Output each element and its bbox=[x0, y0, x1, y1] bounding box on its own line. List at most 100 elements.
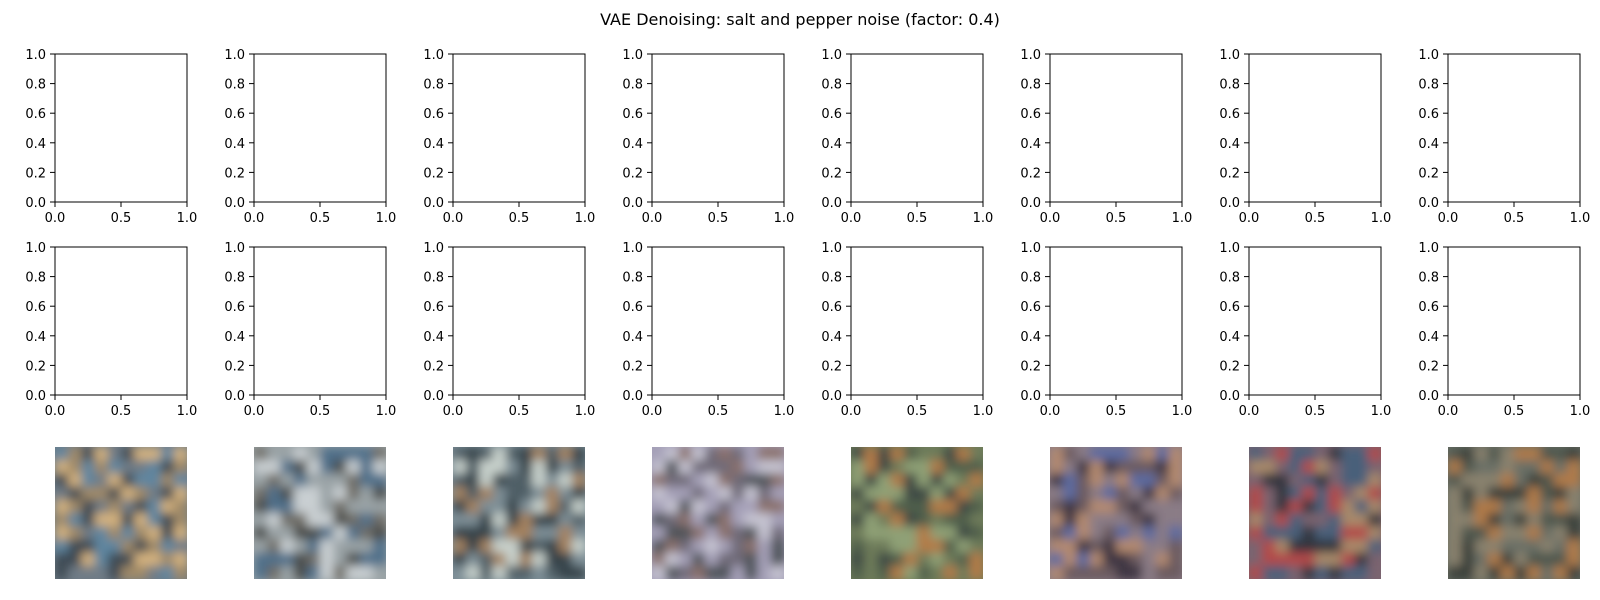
reconstructed-images-row bbox=[55, 447, 1580, 579]
y-tick-label: 0.0 bbox=[423, 389, 444, 404]
y-tick-label: 0.2 bbox=[1219, 359, 1240, 374]
x-tick-label: 0.0 bbox=[244, 404, 265, 419]
y-tick-label: 0.2 bbox=[25, 166, 46, 181]
y-tick-label: 0.8 bbox=[1020, 78, 1041, 93]
x-tick-label: 0.5 bbox=[310, 211, 331, 226]
y-tick-label: 0.4 bbox=[423, 137, 444, 152]
y-tick-label: 0.4 bbox=[821, 137, 842, 152]
y-tick-label: 0.6 bbox=[821, 300, 842, 315]
y-tick-label: 0.0 bbox=[423, 196, 444, 211]
y-tick-label: 0.4 bbox=[622, 137, 643, 152]
y-tick-label: 0.0 bbox=[622, 196, 643, 211]
x-tick-label: 0.0 bbox=[642, 404, 663, 419]
x-tick-label: 1.0 bbox=[177, 211, 198, 226]
y-tick-label: 0.2 bbox=[821, 166, 842, 181]
x-tick-label: 0.0 bbox=[45, 404, 66, 419]
axes-frame bbox=[452, 53, 586, 203]
y-tick-label: 0.8 bbox=[821, 271, 842, 286]
x-tick-label: 1.0 bbox=[1371, 404, 1392, 419]
x-tick-label: 0.0 bbox=[244, 211, 265, 226]
axes-frame bbox=[452, 246, 586, 396]
y-tick-label: 0.4 bbox=[622, 330, 643, 345]
x-tick-label: 0.5 bbox=[111, 404, 132, 419]
subplot-axes: 0.0 0.5 1.0 0.0 0.2 0.4 0.6 0.8 1.0 bbox=[1219, 48, 1391, 226]
y-tick-label: 1.0 bbox=[1418, 48, 1439, 63]
y-tick-label: 0.4 bbox=[1418, 137, 1439, 152]
y-tick-label: 0.4 bbox=[224, 137, 245, 152]
y-tick-label: 0.2 bbox=[1020, 166, 1041, 181]
y-tick-label: 0.6 bbox=[622, 300, 643, 315]
y-tick-label: 0.0 bbox=[25, 389, 46, 404]
subplot-axes: 0.0 0.5 1.0 0.0 0.2 0.4 0.6 0.8 1.0 bbox=[1418, 48, 1590, 226]
axes-frame bbox=[1248, 53, 1382, 203]
y-tick-label: 0.2 bbox=[1020, 359, 1041, 374]
y-tick-label: 0.2 bbox=[224, 166, 245, 181]
y-tick-label: 0.2 bbox=[622, 166, 643, 181]
y-tick-label: 0.6 bbox=[1020, 107, 1041, 122]
x-tick-label: 0.0 bbox=[841, 211, 862, 226]
y-tick-label: 0.8 bbox=[25, 271, 46, 286]
y-tick-label: 0.4 bbox=[423, 330, 444, 345]
y-tick-label: 1.0 bbox=[423, 241, 444, 256]
subplot-axes: 0.0 0.5 1.0 0.0 0.2 0.4 0.6 0.8 1.0 bbox=[224, 48, 396, 226]
y-tick-label: 0.0 bbox=[821, 196, 842, 211]
x-tick-label: 0.5 bbox=[1305, 211, 1326, 226]
y-tick-label: 0.2 bbox=[821, 359, 842, 374]
y-tick-label: 1.0 bbox=[1020, 241, 1041, 256]
y-tick-label: 0.0 bbox=[25, 196, 46, 211]
y-tick-label: 0.0 bbox=[1020, 196, 1041, 211]
reconstructed-image bbox=[254, 447, 386, 579]
x-tick-label: 0.5 bbox=[509, 404, 530, 419]
figure-title: VAE Denoising: salt and pepper noise (fa… bbox=[600, 10, 1000, 29]
x-tick-label: 1.0 bbox=[177, 404, 198, 419]
y-tick-label: 1.0 bbox=[1219, 241, 1240, 256]
y-tick-label: 0.0 bbox=[1219, 196, 1240, 211]
y-tick-label: 0.8 bbox=[622, 78, 643, 93]
reconstructed-image bbox=[55, 447, 187, 579]
y-tick-label: 0.6 bbox=[622, 107, 643, 122]
y-tick-label: 0.6 bbox=[1418, 300, 1439, 315]
x-tick-label: 0.5 bbox=[1504, 404, 1525, 419]
y-tick-label: 0.2 bbox=[1418, 359, 1439, 374]
y-tick-label: 0.0 bbox=[1219, 389, 1240, 404]
y-tick-label: 1.0 bbox=[1020, 48, 1041, 63]
x-tick-label: 0.0 bbox=[1040, 404, 1061, 419]
axes-frame bbox=[253, 53, 387, 203]
subplot-axes: 0.0 0.5 1.0 0.0 0.2 0.4 0.6 0.8 1.0 bbox=[423, 241, 595, 419]
reconstructed-image bbox=[1249, 447, 1381, 579]
y-tick-label: 0.4 bbox=[1418, 330, 1439, 345]
y-tick-label: 0.6 bbox=[25, 300, 46, 315]
y-tick-label: 0.0 bbox=[1418, 389, 1439, 404]
y-tick-label: 0.0 bbox=[622, 389, 643, 404]
y-tick-label: 0.2 bbox=[1418, 166, 1439, 181]
x-tick-label: 1.0 bbox=[575, 211, 596, 226]
axes-frame bbox=[1049, 53, 1183, 203]
x-tick-label: 0.0 bbox=[443, 211, 464, 226]
x-tick-label: 1.0 bbox=[376, 404, 397, 419]
y-tick-label: 0.0 bbox=[1020, 389, 1041, 404]
y-tick-label: 0.6 bbox=[821, 107, 842, 122]
x-tick-label: 0.0 bbox=[45, 211, 66, 226]
axes-frame bbox=[850, 53, 984, 203]
y-tick-label: 0.6 bbox=[1219, 300, 1240, 315]
x-tick-label: 0.5 bbox=[708, 404, 729, 419]
subplot-axes: 0.0 0.5 1.0 0.0 0.2 0.4 0.6 0.8 1.0 bbox=[821, 241, 993, 419]
y-tick-label: 0.2 bbox=[423, 359, 444, 374]
y-tick-label: 0.0 bbox=[224, 389, 245, 404]
subplot-axes: 0.0 0.5 1.0 0.0 0.2 0.4 0.6 0.8 1.0 bbox=[1020, 48, 1192, 226]
y-tick-label: 1.0 bbox=[224, 48, 245, 63]
y-tick-label: 0.6 bbox=[1219, 107, 1240, 122]
reconstructed-image bbox=[652, 447, 784, 579]
x-tick-label: 1.0 bbox=[973, 211, 994, 226]
axes-frame bbox=[1248, 246, 1382, 396]
axes-frame bbox=[651, 246, 785, 396]
y-tick-label: 0.6 bbox=[224, 107, 245, 122]
x-tick-label: 0.0 bbox=[1040, 211, 1061, 226]
y-tick-label: 0.8 bbox=[1020, 271, 1041, 286]
y-tick-label: 0.8 bbox=[1219, 78, 1240, 93]
x-tick-label: 0.5 bbox=[708, 211, 729, 226]
y-tick-label: 0.4 bbox=[1020, 330, 1041, 345]
subplot-axes: 0.0 0.5 1.0 0.0 0.2 0.4 0.6 0.8 1.0 bbox=[224, 241, 396, 419]
x-tick-label: 0.5 bbox=[310, 404, 331, 419]
y-tick-label: 0.8 bbox=[1418, 271, 1439, 286]
